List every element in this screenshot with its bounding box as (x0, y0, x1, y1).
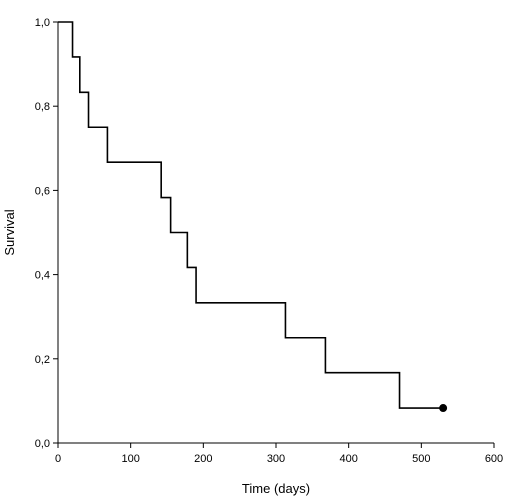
y-tick-label: 0,8 (35, 101, 50, 113)
x-tick-label: 300 (267, 453, 285, 465)
y-tick-label: 0,6 (35, 185, 50, 197)
y-tick-label: 0,2 (35, 354, 50, 366)
x-tick-label: 400 (339, 453, 357, 465)
y-ticks: 0,0 0,2 0,4 0,6 0,8 1,0 (35, 17, 58, 450)
y-axis-label: Survival (2, 209, 17, 255)
y-tick-label: 0,0 (35, 438, 50, 450)
x-axis-label: Time (days) (242, 481, 310, 496)
x-ticks: 0 100 200 300 400 500 600 (55, 443, 503, 465)
series-layer (58, 21, 448, 413)
axes (57, 22, 494, 444)
x-tick-label: 600 (485, 453, 503, 465)
y-tick-label: 0,4 (35, 270, 50, 282)
x-tick-label: 500 (412, 453, 430, 465)
y-tick-label: 1,0 (35, 17, 50, 29)
x-tick-label: 0 (55, 453, 61, 465)
x-tick-label: 200 (194, 453, 212, 465)
x-tick-label: 100 (121, 453, 139, 465)
censored-point (439, 404, 448, 413)
survival-step-line (58, 21, 444, 409)
